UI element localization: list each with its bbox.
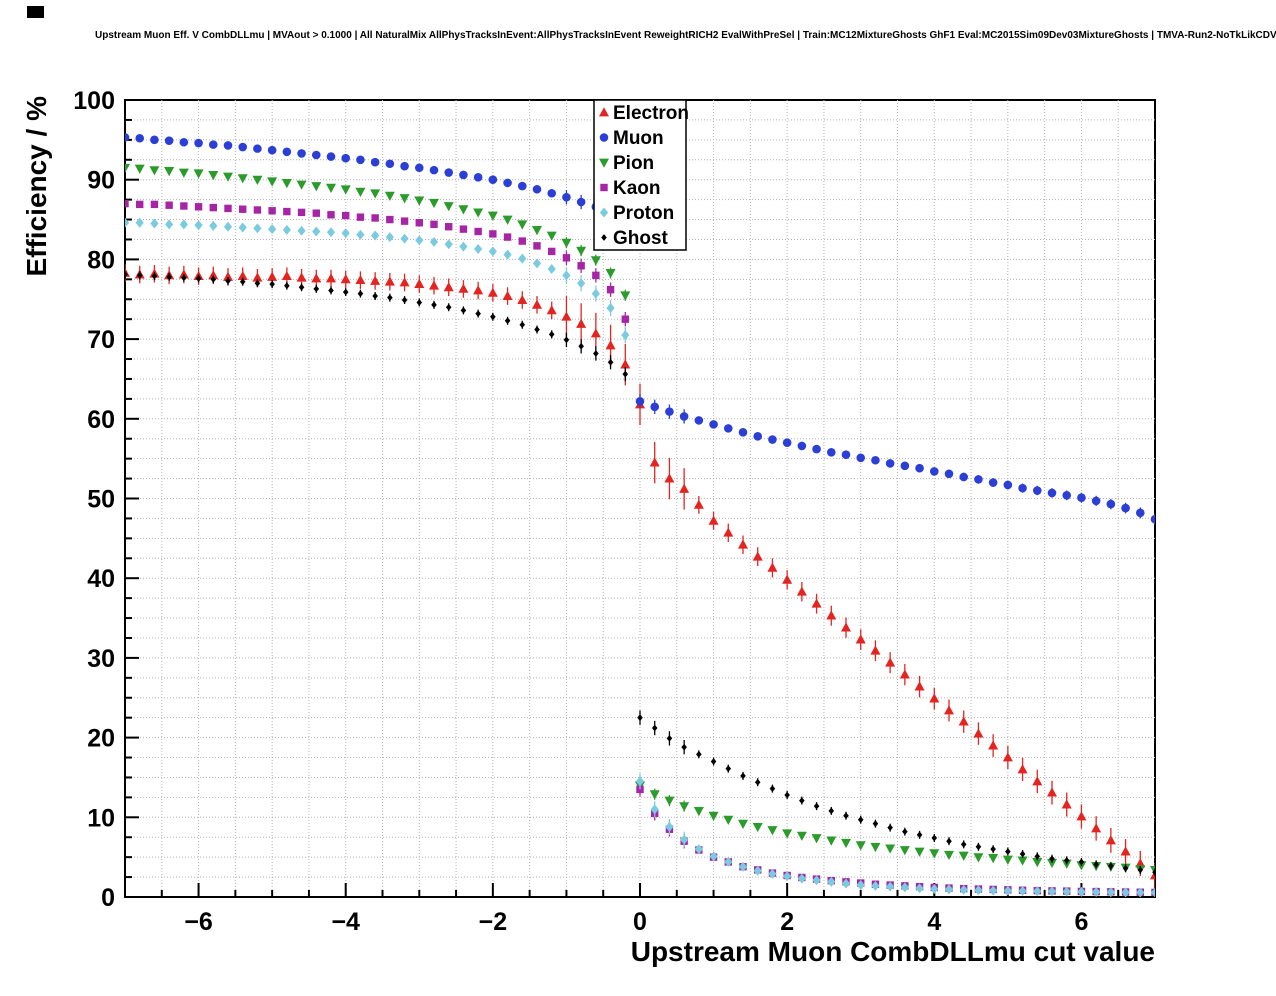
x-tick-label: 6 (1074, 908, 1088, 936)
x-axis-labels: −6 −4 −2 0 2 4 6 (184, 908, 1088, 936)
y-tick-label: 20 (87, 725, 115, 753)
y-tick-label: 30 (87, 645, 115, 673)
x-tick-label: −4 (331, 908, 360, 936)
x-tick-label: 4 (927, 908, 941, 936)
x-tick-label: −2 (479, 908, 508, 936)
x-tick-label: −6 (184, 908, 213, 936)
y-axis-title: Efficiency / % (21, 96, 52, 277)
legend-marker-proton (599, 207, 609, 218)
legend-label-muon: Muon (613, 128, 664, 149)
y-tick-label: 90 (87, 167, 115, 195)
y-tick-label: 10 (87, 804, 115, 832)
y-tick-label: 40 (87, 565, 115, 593)
legend-marker-ghost (601, 234, 607, 241)
legend-label-proton: Proton (613, 203, 674, 224)
legend-label-kaon: Kaon (613, 178, 661, 199)
gridlines (125, 100, 1155, 897)
legend: Electron Muon Pion Kaon Proton Ghost (593, 99, 689, 251)
series-muon (125, 133, 1155, 525)
x-tick-label: 2 (780, 908, 794, 936)
y-tick-label: 0 (101, 884, 115, 912)
legend-marker-electron (599, 107, 609, 117)
series-proton (125, 217, 1155, 897)
y-tick-label: 70 (87, 326, 115, 354)
axis-ticks (124, 99, 1156, 898)
legend-marker-kaon (600, 183, 608, 192)
plot-title: Upstream Muon Eff. V CombDLLmu | MVAout … (95, 30, 1276, 41)
x-tick-label: 0 (633, 908, 647, 936)
y-tick-label: 60 (87, 406, 115, 434)
y-tick-label: 80 (87, 246, 115, 274)
series-ghost (125, 270, 1155, 877)
legend-label-ghost: Ghost (613, 228, 669, 249)
y-tick-label: 100 (73, 87, 115, 115)
legend-marker-muon (599, 133, 609, 142)
legend-box (593, 99, 687, 251)
legend-label-pion: Pion (613, 153, 654, 174)
legend-label-electron: Electron (613, 103, 689, 124)
legend-marker-pion (599, 158, 609, 168)
x-axis-title: Upstream Muon CombDLLmu cut value (631, 936, 1155, 967)
y-tick-label: 50 (87, 486, 115, 514)
y-axis-labels: 0 10 20 30 40 50 60 70 80 90 100 (73, 87, 115, 912)
corner-artifact (27, 6, 44, 18)
